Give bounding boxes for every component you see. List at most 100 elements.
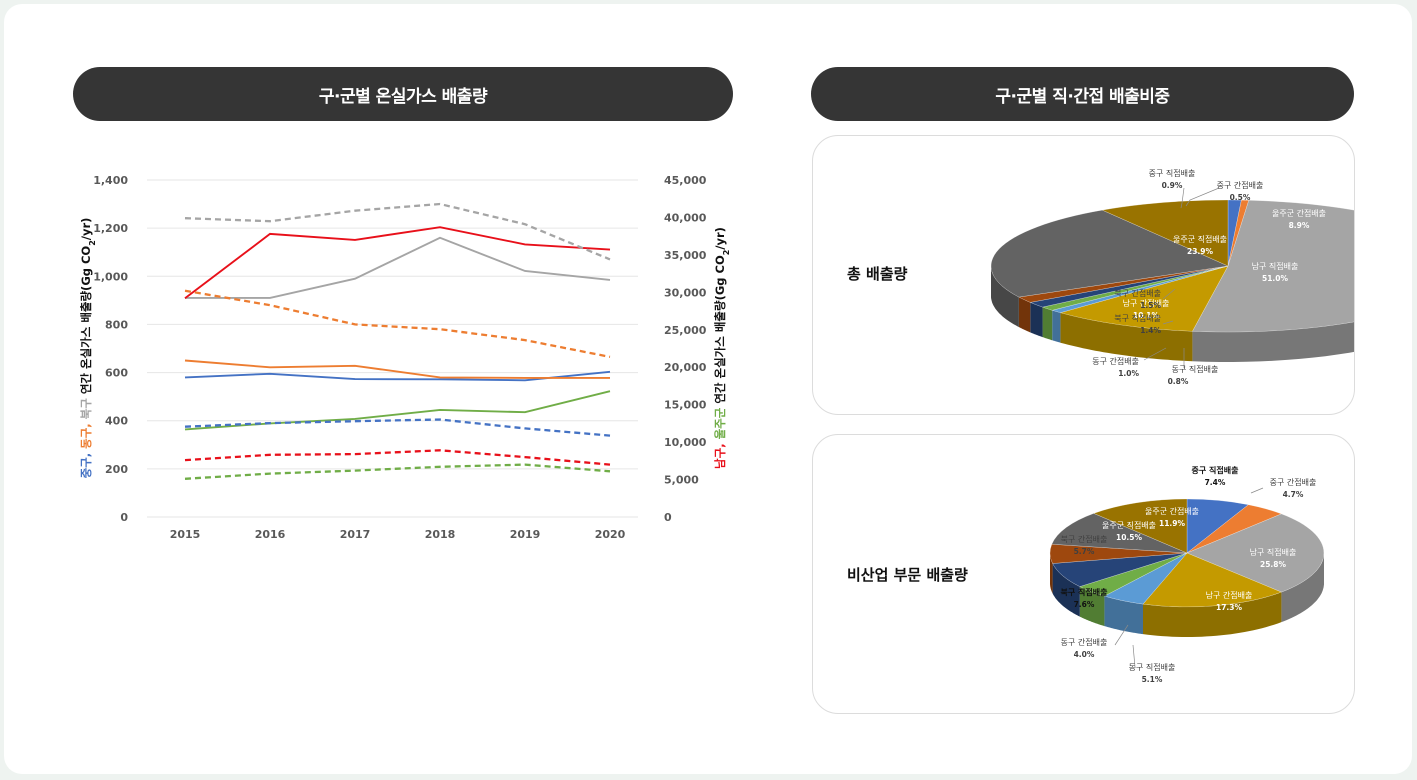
- line-chart: 0 200 400 600 800 1,000 1,200 1,400 0 5,000 10,000…: [79, 174, 731, 541]
- dashed-series-line-5: [184, 418, 611, 437]
- y-tick-label: 1,200: [93, 222, 128, 235]
- x-tick-label: 2020: [595, 528, 626, 541]
- slice-pct-1: 4.7%: [1283, 490, 1304, 499]
- nonindustry-emission-label: 비산업 부문 배출량: [847, 566, 968, 584]
- dashed-series-line-8: [184, 449, 611, 466]
- slice-label-9: 울주군 간접배출: [1272, 208, 1326, 218]
- slice-pct-5: 4.0%: [1074, 650, 1095, 659]
- dashed-series-line-7: [184, 202, 611, 261]
- y2-tick-label: 30,000: [664, 286, 707, 299]
- slice-pct-6: 7.6%: [1074, 600, 1095, 609]
- pie-side-3: [1143, 592, 1282, 637]
- x-tick-label: 2017: [340, 528, 371, 541]
- slice-pct-2: 51.0%: [1262, 274, 1289, 283]
- y2-tick-label: 0: [664, 511, 672, 524]
- slice-label-6: 북구 직접배출: [1061, 587, 1109, 597]
- leader-line-4: [1132, 644, 1136, 668]
- slice-pct-8: 10.5%: [1116, 533, 1143, 542]
- pie-side-5: [1079, 586, 1105, 627]
- slice-pct-4: 0.8%: [1168, 377, 1189, 386]
- slice-label-5: 동구 간접배출: [1092, 356, 1139, 366]
- pie-chart-title: 구·군별 직·간접 배출비중: [995, 86, 1170, 107]
- x-tick-label: 2019: [510, 528, 541, 541]
- total-emission-pie: 중구 직접배출 0.9% 중구 간접배출 0.5% 남구 직접배출 51.0% 남구 간접배…: [990, 168, 1354, 386]
- y-axis-label: 중구, 동구, 북구 연간 온실가스 배출량(Gg CO2/yr): [79, 218, 97, 479]
- slice-label-5: 동구 간접배출: [1061, 637, 1108, 647]
- slice-pct-3: 10.1%: [1133, 311, 1160, 320]
- pie-slice-9: [1093, 498, 1188, 554]
- slice-pct-6: 1.4%: [1140, 326, 1161, 335]
- leader-line-0: [1180, 187, 1185, 209]
- solid-series-line-3: [184, 226, 611, 300]
- slice-pct-2: 25.8%: [1260, 560, 1287, 569]
- slice-pct-0: 7.4%: [1205, 478, 1226, 487]
- leader-line-6: [1162, 320, 1174, 325]
- y2-tick-label: 25,000: [664, 324, 707, 337]
- pie-side-6: [1030, 302, 1043, 338]
- y-tick-label: 800: [105, 318, 128, 331]
- slice-label-9: 울주군 간접배출: [1145, 506, 1199, 516]
- y-tick-label: 200: [105, 463, 128, 476]
- slice-pct-4: 5.1%: [1142, 675, 1163, 684]
- y2-tick-label: 5,000: [664, 474, 699, 487]
- slice-label-0: 중구 직접배출: [1192, 465, 1240, 475]
- solid-series-line-2: [185, 236, 611, 299]
- pie-slice-2: [1191, 200, 1354, 333]
- leader-line-5: [1114, 624, 1129, 646]
- slice-pct-5: 1.0%: [1118, 369, 1139, 378]
- slice-label-3: 남구 간접배출: [1123, 298, 1170, 308]
- pie-side-7: [1050, 553, 1053, 594]
- leader-line-5: [1143, 347, 1167, 361]
- y-tick-label: 0: [120, 511, 128, 524]
- pie-slice-3: [1142, 552, 1283, 608]
- x-tick-label: 2015: [170, 528, 201, 541]
- y2-tick-label: 40,000: [664, 211, 707, 224]
- pie-slice-3: [1059, 265, 1229, 332]
- solid-series-line-1: [184, 359, 610, 379]
- pie-side-2: [1192, 321, 1354, 362]
- slice-label-3: 남구 간접배출: [1206, 590, 1253, 600]
- slice-label-4: 동구 직접배출: [1129, 662, 1176, 672]
- y-tick-label: 600: [105, 367, 128, 380]
- total-emission-panel: 총 배출량 중구 직접배출 0.9% 중구 간접배출 0.5% 남구 직접배출 51.0%…: [812, 135, 1355, 415]
- pie-side-2: [1281, 553, 1324, 623]
- y2-tick-label: 45,000: [664, 174, 707, 187]
- y-tick-label: 1,000: [93, 270, 128, 283]
- x-tick-label: 2016: [255, 528, 286, 541]
- y-tick-label: 1,400: [93, 174, 128, 187]
- line-chart-header: 구·군별 온실가스 배출량: [73, 67, 733, 121]
- slice-pct-7: 5.7%: [1074, 547, 1095, 556]
- x-tick-label: 2018: [425, 528, 456, 541]
- slice-label-8: 울주군 직접배출: [1102, 520, 1156, 530]
- pie-slice-8: [1051, 513, 1188, 554]
- solid-series-line-0: [184, 370, 611, 382]
- nonindustry-emission-pie: 중구 직접배출 7.4% 중구 간접배출 4.7% 남구 직접배출 25.8% 남구 간접배…: [1049, 465, 1325, 684]
- leader-line-1: [1250, 487, 1264, 494]
- slice-label-8: 울주군 직접배출: [1173, 234, 1227, 244]
- y2-tick-label: 35,000: [664, 249, 707, 262]
- pie-slice-9: [1101, 199, 1229, 267]
- y2-axis-label: 남구, 울주군 연간 온실가스 배출량(Gg CO2/yr): [713, 227, 731, 469]
- leader-line-1: [1185, 187, 1220, 207]
- slice-label-2: 남구 직접배출: [1250, 547, 1297, 557]
- y2-tick-label: 15,000: [664, 399, 707, 412]
- slice-label-1: 중구 간접배출: [1270, 477, 1317, 487]
- slice-label-6: 북구 직접배출: [1114, 313, 1161, 323]
- pie-side-3: [1060, 312, 1193, 362]
- slice-pct-3: 17.3%: [1216, 603, 1243, 612]
- dashed-series-line-6: [184, 289, 611, 359]
- nonindustry-emission-panel: 비산업 부문 배출량 중구 직접배출 7.4% 중구 간접배출 4.7% 남구 직접배출…: [812, 434, 1355, 714]
- pie-side-7: [1018, 297, 1031, 333]
- slice-label-7: 북구 간접배출: [1114, 288, 1161, 298]
- slice-pct-8: 23.9%: [1187, 247, 1214, 256]
- pie-side-5: [1042, 307, 1053, 341]
- dashed-series-line-9: [184, 463, 611, 480]
- slice-pct-7: 1.5%: [1140, 301, 1161, 310]
- pie-side-4: [1052, 310, 1061, 343]
- slice-pct-9: 11.9%: [1159, 519, 1186, 528]
- slice-label-2: 남구 직접배출: [1252, 261, 1299, 271]
- pie-chart-header: 구·군별 직·간접 배출비중: [811, 67, 1354, 121]
- y2-tick-label: 20,000: [664, 361, 707, 374]
- slice-pct-9: 8.9%: [1289, 221, 1310, 230]
- slice-label-0: 중구 직접배출: [1149, 168, 1196, 178]
